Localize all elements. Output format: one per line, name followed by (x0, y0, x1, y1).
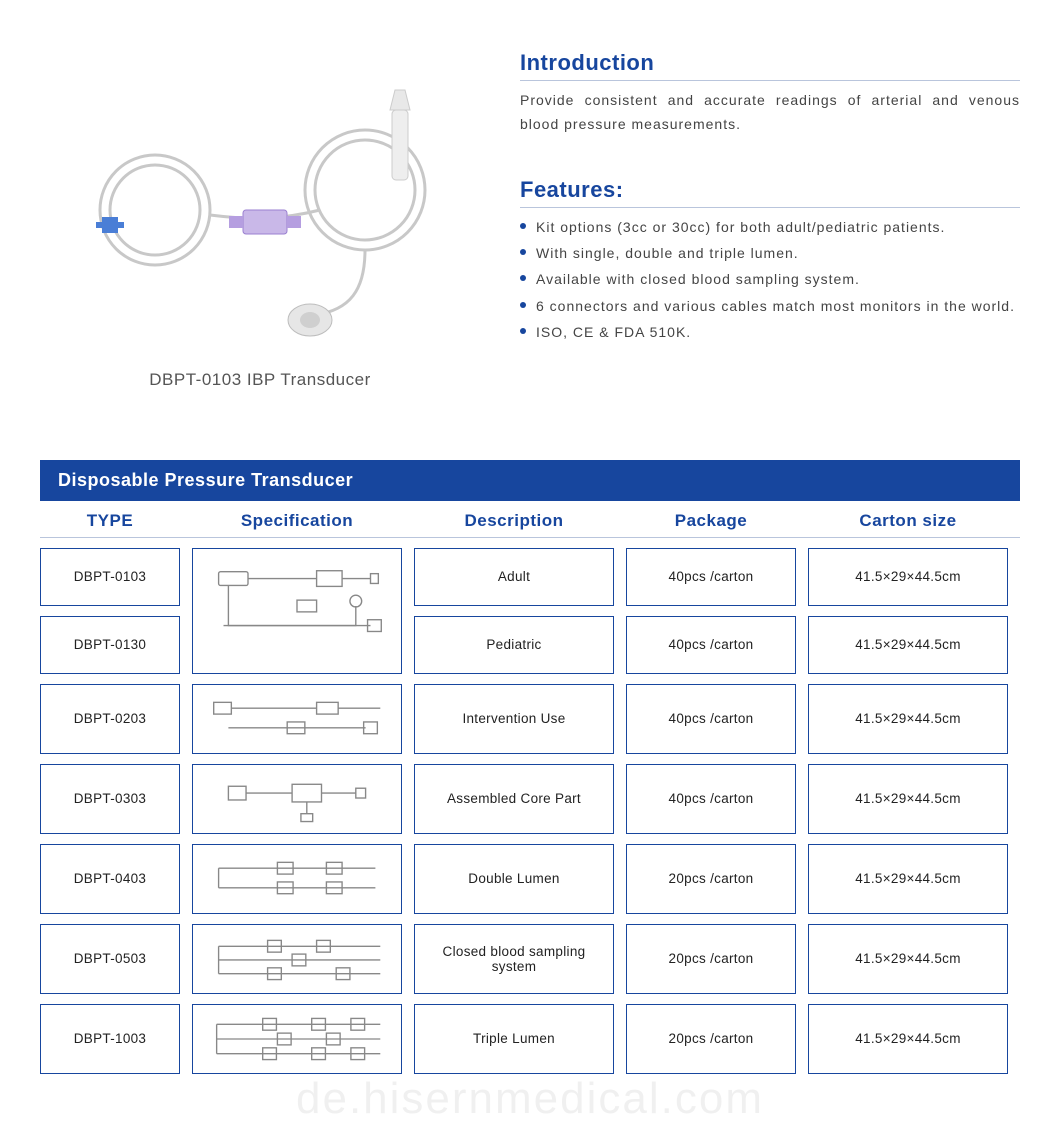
table-body: DBPT-0103 DBPT-0130 (40, 548, 1020, 1074)
carton-cell: 41.5×29×44.5cm (808, 548, 1008, 606)
desc-cell: Double Lumen (414, 844, 614, 914)
desc-cell: Assembled Core Part (414, 764, 614, 834)
feature-item: Kit options (3cc or 30cc) for both adult… (520, 216, 1020, 238)
spec-cell (192, 924, 402, 994)
product-column: DBPT-0103 IBP Transducer (40, 40, 480, 390)
info-column: Introduction Provide consistent and accu… (520, 40, 1020, 390)
intro-text: Provide consistent and accurate readings… (520, 89, 1020, 137)
type-cell: DBPT-0103 (40, 548, 180, 606)
watermark: de.hisernmedical.com (296, 1074, 764, 1124)
col-head-type: TYPE (40, 511, 180, 531)
table-row: DBPT-1003 (40, 1004, 1020, 1074)
spec-cell (192, 1004, 402, 1074)
package-cell: 40pcs /carton (626, 684, 796, 754)
col-head-spec: Specification (192, 511, 402, 531)
product-image (60, 40, 460, 360)
package-cell: 20pcs /carton (626, 924, 796, 994)
type-cell: DBPT-0503 (40, 924, 180, 994)
feature-item: 6 connectors and various cables match mo… (520, 295, 1020, 317)
col-head-carton: Carton size (808, 511, 1008, 531)
carton-cell: 41.5×29×44.5cm (808, 684, 1008, 754)
spec-cell (192, 844, 402, 914)
feature-item: Available with closed blood sampling sys… (520, 268, 1020, 290)
desc-cell: Triple Lumen (414, 1004, 614, 1074)
spec-diagram-icon (199, 557, 395, 665)
spec-cell (192, 764, 402, 834)
desc-cell: Adult (414, 548, 614, 606)
features-title: Features: (520, 177, 1020, 208)
product-caption: DBPT-0103 IBP Transducer (40, 370, 480, 390)
table-row: DBPT-0303 Assembled Core Part 40pcs /car… (40, 764, 1020, 834)
table-header-row: TYPE Specification Description Package C… (40, 501, 1020, 538)
type-cell: DBPT-1003 (40, 1004, 180, 1074)
package-cell: 40pcs /carton (626, 616, 796, 674)
type-cell: DBPT-0403 (40, 844, 180, 914)
desc-cell: Intervention Use (414, 684, 614, 754)
carton-cell: 41.5×29×44.5cm (808, 1004, 1008, 1074)
intro-title: Introduction (520, 50, 1020, 81)
carton-cell: 41.5×29×44.5cm (808, 764, 1008, 834)
spec-diagram-icon (199, 853, 395, 905)
package-cell: 40pcs /carton (626, 548, 796, 606)
col-head-package: Package (626, 511, 796, 531)
desc-cell: Closed blood sampling system (414, 924, 614, 994)
feature-item: ISO, CE & FDA 510K. (520, 321, 1020, 343)
desc-cell: Pediatric (414, 616, 614, 674)
spec-diagram-icon (199, 773, 395, 825)
table-row: DBPT-0403 Double Lumen 20pcs /carton (40, 844, 1020, 914)
spec-table: Disposable Pressure Transducer TYPE Spec… (40, 460, 1020, 1074)
table-row: DBPT-0503 Closed blood (40, 924, 1020, 994)
package-cell: 20pcs /carton (626, 1004, 796, 1074)
type-cell: DBPT-0203 (40, 684, 180, 754)
spec-diagram-icon (199, 933, 395, 985)
table-row: DBPT-0103 DBPT-0130 (40, 548, 1020, 674)
carton-cell: 41.5×29×44.5cm (808, 616, 1008, 674)
table-row: DBPT-0203 Intervention Use 40pcs /carton (40, 684, 1020, 754)
features-list: Kit options (3cc or 30cc) for both adult… (520, 216, 1020, 344)
package-cell: 20pcs /carton (626, 844, 796, 914)
spec-diagram-icon (199, 693, 395, 745)
feature-item: With single, double and triple lumen. (520, 242, 1020, 264)
spec-cell (192, 684, 402, 754)
col-head-desc: Description (414, 511, 614, 531)
carton-cell: 41.5×29×44.5cm (808, 844, 1008, 914)
package-cell: 40pcs /carton (626, 764, 796, 834)
spec-diagram-icon (199, 1013, 395, 1065)
carton-cell: 41.5×29×44.5cm (808, 924, 1008, 994)
type-cell: DBPT-0130 (40, 616, 180, 674)
type-cell: DBPT-0303 (40, 764, 180, 834)
spec-cell (192, 548, 402, 674)
table-title: Disposable Pressure Transducer (40, 460, 1020, 501)
